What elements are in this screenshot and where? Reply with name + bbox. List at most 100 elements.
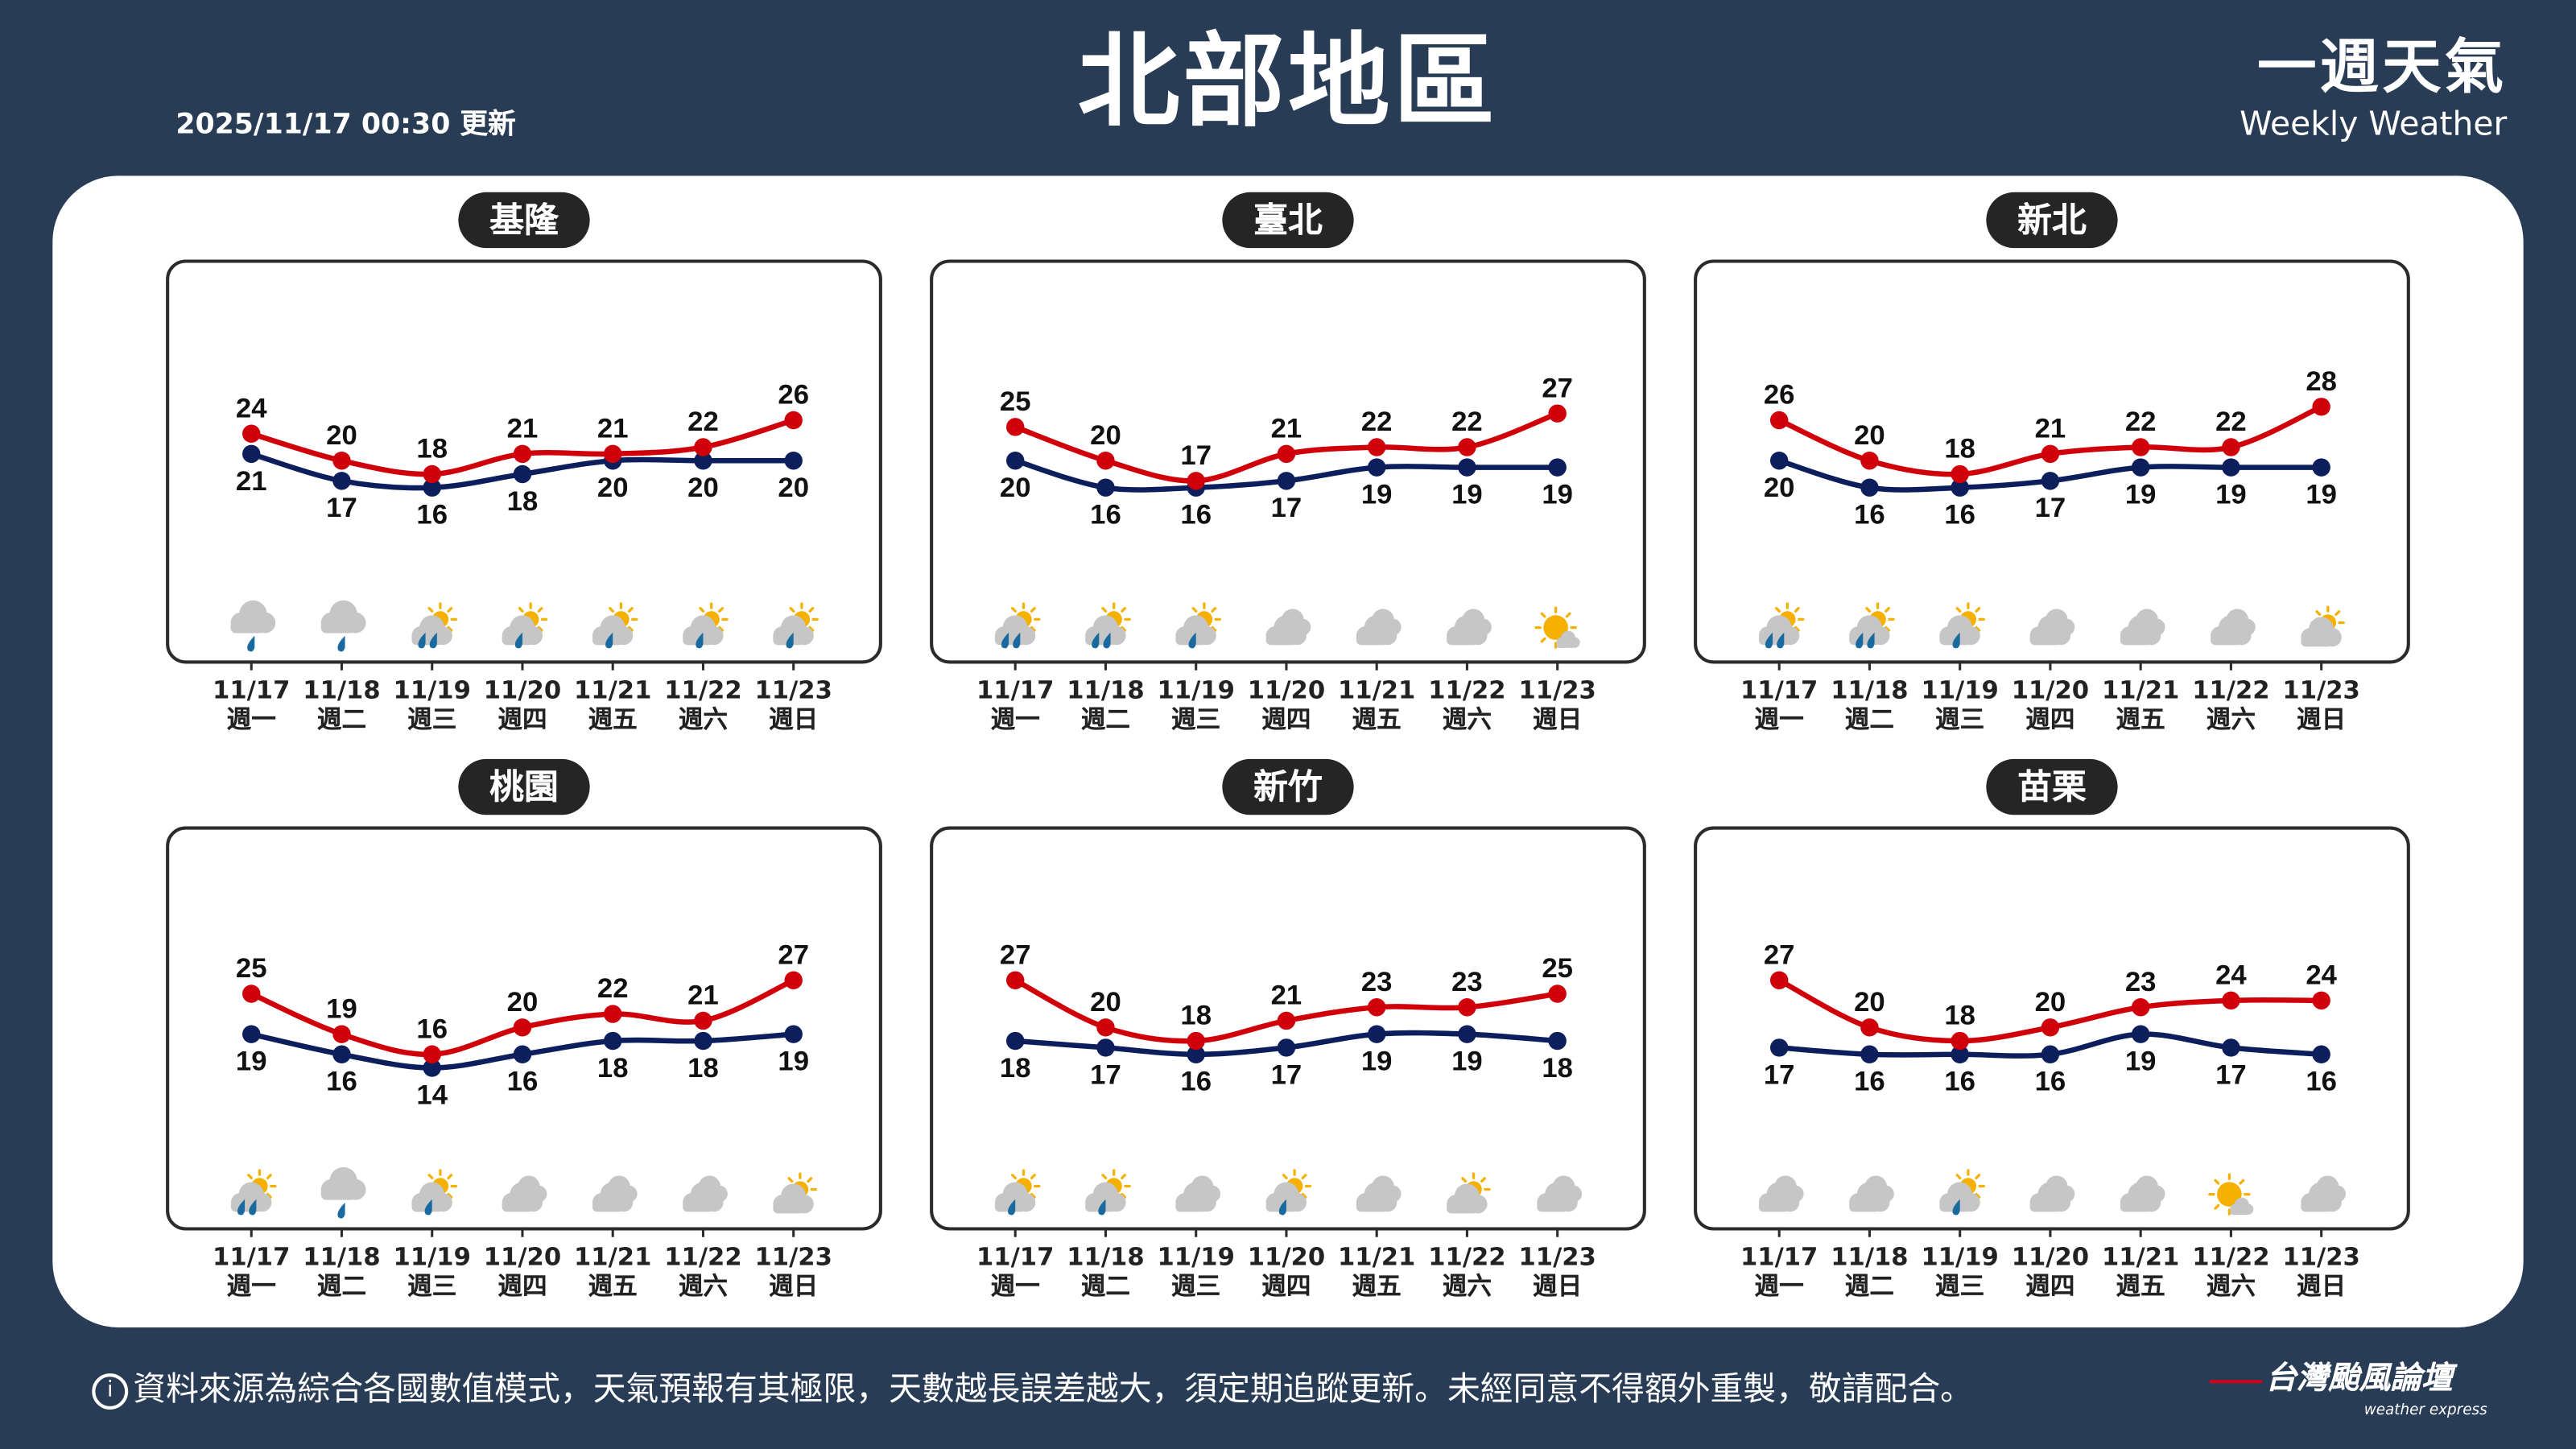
high-temp-point bbox=[694, 438, 712, 456]
temperature-chart: 20 16 16 17 19 19 19 25 20 17 21 22 22 27 bbox=[994, 373, 1580, 671]
low-temp-label: 19 bbox=[236, 1046, 267, 1077]
low-temp-point bbox=[2222, 1038, 2240, 1057]
low-temp-label: 17 bbox=[2215, 1059, 2247, 1090]
high-temp-label: 22 bbox=[687, 407, 719, 437]
date-label: 11/18 bbox=[1067, 675, 1145, 705]
day-label: 11/22 週六 bbox=[660, 675, 745, 734]
day-label: 11/18 週二 bbox=[1063, 675, 1148, 734]
high-temp-label: 22 bbox=[1451, 407, 1483, 437]
low-temp-label: 17 bbox=[2035, 493, 2066, 523]
high-temp-label: 26 bbox=[778, 380, 809, 411]
high-temp-point bbox=[1005, 418, 1025, 436]
partly-cloudy-rain-icon bbox=[683, 602, 729, 649]
low-temp-label: 19 bbox=[2125, 1046, 2157, 1077]
low-temp-point bbox=[2312, 1045, 2330, 1064]
high-temp-label: 27 bbox=[778, 939, 809, 970]
high-temp-label: 25 bbox=[1542, 953, 1573, 984]
cloudy-icon bbox=[592, 1175, 638, 1212]
day-label: 11/17 週一 bbox=[972, 675, 1058, 734]
weekday-label: 週二 bbox=[316, 704, 367, 735]
date-label: 11/23 bbox=[754, 1241, 832, 1272]
high-temp-label: 21 bbox=[1271, 413, 1302, 444]
date-label: 11/23 bbox=[2282, 1241, 2360, 1272]
partly-cloudy-rain-icon bbox=[1939, 1169, 1985, 1216]
low-temp-point bbox=[694, 1031, 712, 1051]
day-label: 11/20 週四 bbox=[480, 675, 565, 734]
low-temp-point bbox=[1951, 1045, 1969, 1064]
cloudy-icon bbox=[2211, 609, 2256, 646]
low-temp-label: 18 bbox=[687, 1053, 719, 1084]
low-temp-label: 18 bbox=[597, 1053, 629, 1084]
low-temp-point bbox=[1005, 1031, 1025, 1051]
low-temp-point bbox=[1769, 1038, 1789, 1057]
date-label: 11/18 bbox=[1067, 1241, 1145, 1272]
weekday-label: 週一 bbox=[990, 704, 1040, 735]
partly-cloudy-rain-icon bbox=[994, 1169, 1041, 1216]
partly-cloudy-rain-icon bbox=[592, 602, 638, 649]
weekday-label: 週日 bbox=[2297, 1271, 2347, 1302]
weekday-label: 週四 bbox=[1261, 1271, 1311, 1302]
high-temp-label: 24 bbox=[236, 393, 267, 423]
high-temp-point bbox=[2041, 1018, 2060, 1037]
high-temp-label: 25 bbox=[236, 953, 267, 984]
high-temp-point bbox=[1860, 452, 1879, 470]
weekday-label: 週五 bbox=[1352, 1271, 1402, 1302]
high-temp-label: 20 bbox=[2035, 987, 2066, 1018]
temperature-chart: 17 16 16 16 19 17 16 27 20 18 20 23 24 24 bbox=[1758, 939, 2347, 1237]
date-label: 11/17 bbox=[1740, 675, 1818, 705]
date-label: 11/21 bbox=[2101, 675, 2180, 705]
weekday-label: 週五 bbox=[1352, 704, 1402, 735]
cloud-rain-icon bbox=[320, 1166, 366, 1219]
high-temp-point bbox=[603, 1005, 622, 1023]
day-label: 11/17 週一 bbox=[972, 1242, 1058, 1301]
date-label: 11/19 bbox=[393, 1241, 471, 1272]
high-temp-point bbox=[242, 424, 261, 443]
logo-subtext: weather express bbox=[2363, 1402, 2487, 1420]
high-temp-label: 25 bbox=[1000, 386, 1031, 417]
low-temp-label: 16 bbox=[2306, 1067, 2337, 1097]
weekday-label: 週四 bbox=[2025, 1271, 2075, 1302]
high-temp-label: 19 bbox=[326, 993, 357, 1024]
day-label: 11/23 週日 bbox=[751, 1242, 836, 1301]
low-temp-point bbox=[1548, 1031, 1567, 1051]
high-temp-label: 24 bbox=[2306, 960, 2337, 990]
cloudy-icon bbox=[2120, 1175, 2165, 1212]
date-label: 11/22 bbox=[664, 1241, 742, 1272]
date-label: 11/23 bbox=[1518, 675, 1596, 705]
date-label: 11/18 bbox=[1831, 1241, 1909, 1272]
day-label: 11/19 週三 bbox=[1918, 1242, 2003, 1301]
low-temp-point bbox=[1096, 478, 1115, 497]
high-temp-point bbox=[2041, 444, 2060, 464]
weekday-label: 週三 bbox=[1935, 704, 1985, 735]
weekday-label: 週日 bbox=[1533, 1271, 1583, 1302]
high-temp-label: 20 bbox=[1854, 987, 1885, 1018]
partly-cloudy-rain-icon bbox=[773, 602, 819, 649]
partly-cloudy-rain-icon bbox=[1085, 1169, 1131, 1216]
mostly-sunny-icon bbox=[2208, 1173, 2254, 1216]
low-temp-label: 18 bbox=[507, 486, 539, 517]
low-temp-point bbox=[1458, 1025, 1476, 1043]
low-temp-label: 17 bbox=[326, 493, 357, 523]
day-label: 11/21 週五 bbox=[570, 1242, 655, 1301]
day-label: 11/18 週二 bbox=[1827, 675, 1912, 734]
low-temp-point bbox=[332, 1045, 351, 1064]
day-label: 11/21 週五 bbox=[1334, 675, 1419, 734]
low-temp-label: 18 bbox=[1000, 1053, 1031, 1084]
date-label: 11/17 bbox=[213, 675, 291, 705]
high-temp-point bbox=[2222, 438, 2240, 456]
cloudy-icon bbox=[2029, 609, 2075, 646]
high-temp-label: 18 bbox=[1944, 434, 1975, 464]
date-label: 11/18 bbox=[1831, 675, 1909, 705]
high-temp-point bbox=[784, 411, 803, 430]
weekday-label: 週六 bbox=[1442, 1271, 1492, 1302]
low-temp-point bbox=[694, 452, 712, 470]
weekday-label: 週五 bbox=[2116, 704, 2165, 735]
cloudy-icon bbox=[1265, 609, 1311, 646]
weekday-label: 週日 bbox=[769, 704, 819, 735]
weekday-label: 週四 bbox=[497, 704, 547, 735]
low-temp-label: 17 bbox=[1271, 1059, 1302, 1090]
disclaimer-text: 資料來源為綜合各國數值模式，天氣預報有其極限，天數越長誤差越大，須定期追蹤更新。… bbox=[133, 1368, 1974, 1408]
weekday-label: 週一 bbox=[1754, 704, 1804, 735]
high-temp-label: 18 bbox=[1944, 1001, 1975, 1031]
partly-cloudy-icon bbox=[773, 1172, 817, 1214]
